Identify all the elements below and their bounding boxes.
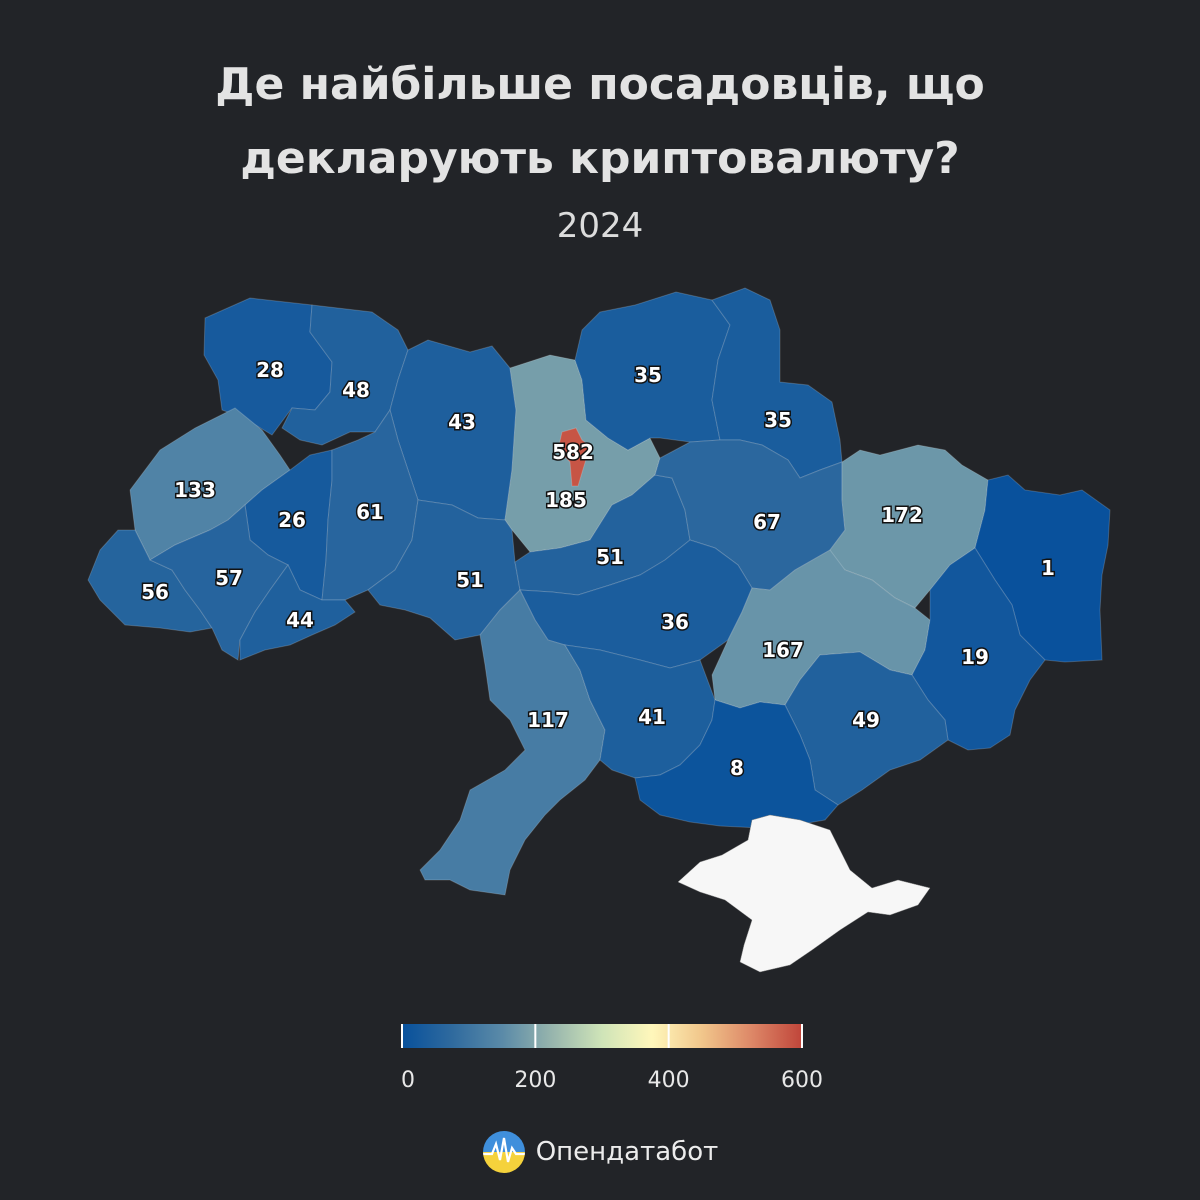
legend-gradient-bar [401, 1024, 803, 1048]
region-label-cherkasy: 51 [596, 545, 624, 569]
labels-layer: 28 48 43 185 582 35 35 133 26 61 51 51 67 172 1 56 57 44 3… [140, 357, 1057, 782]
region-label-ivano-frankivsk: 57 [215, 566, 243, 590]
color-legend: 0 200 400 600 [400, 1024, 823, 1094]
region-label-dnipropetrovsk: 167 [762, 638, 804, 662]
region-label-zhytomyr: 43 [448, 410, 476, 434]
legend-tick-label-2: 400 [647, 1068, 690, 1093]
region-label-kyiv-oblast: 185 [545, 488, 587, 512]
opendatabot-logo-icon [482, 1131, 525, 1173]
region-kyiv-city [557, 427, 591, 487]
region-label-rivne: 48 [342, 378, 370, 402]
brand-footer: Опендатабот [0, 1130, 1200, 1174]
page-title: Де найбільше посадовців, що декларують к… [0, 48, 1200, 196]
region-label-sumy: 35 [764, 408, 792, 432]
region-label-odesa: 117 [527, 708, 569, 732]
region-label-mykolaiv: 41 [638, 705, 666, 729]
legend-tick-label-1: 200 [514, 1068, 557, 1093]
region-label-lviv: 133 [174, 478, 216, 502]
region-rivne [281, 304, 409, 446]
region-label-zaporizhzhia: 49 [852, 708, 880, 732]
region-label-ternopil: 26 [278, 508, 306, 532]
region-label-chernihiv: 35 [634, 363, 662, 387]
region-zaporizhzhia [784, 651, 949, 806]
title-line-2: декларують криптовалюту? [240, 133, 960, 184]
region-label-chernivtsi: 44 [286, 608, 314, 632]
ukraine-map: 28 48 43 185 582 35 35 133 26 61 51 51 67 172 1 56 57 44 3… [87, 287, 1111, 973]
region-chernivtsi [239, 564, 356, 661]
region-label-kherson: 8 [730, 756, 744, 780]
region-label-luhansk: 1 [1041, 556, 1055, 580]
legend-tick-label-0: 0 [401, 1068, 415, 1093]
regions-layer [87, 287, 1111, 896]
region-odesa [419, 589, 606, 896]
region-luhansk [974, 474, 1111, 663]
region-label-kyiv-city: 582 [552, 440, 594, 464]
region-label-volyn: 28 [256, 358, 284, 382]
crimea-shape [677, 814, 931, 973]
region-label-poltava: 67 [753, 510, 781, 534]
region-label-kirovohrad: 36 [661, 610, 689, 634]
title-line-1: Де найбільше посадовців, що [215, 59, 985, 110]
region-label-donetsk: 19 [961, 645, 989, 669]
region-label-khmelnytskyi: 61 [356, 500, 384, 524]
page-subtitle: 2024 [556, 206, 644, 246]
region-label-vinnytsia: 51 [456, 568, 484, 592]
legend-tick-label-3: 600 [781, 1068, 823, 1093]
region-label-zakarpattia: 56 [141, 580, 169, 604]
region-label-kharkiv: 172 [881, 503, 923, 527]
brand-name: Опендатабот [535, 1137, 719, 1167]
